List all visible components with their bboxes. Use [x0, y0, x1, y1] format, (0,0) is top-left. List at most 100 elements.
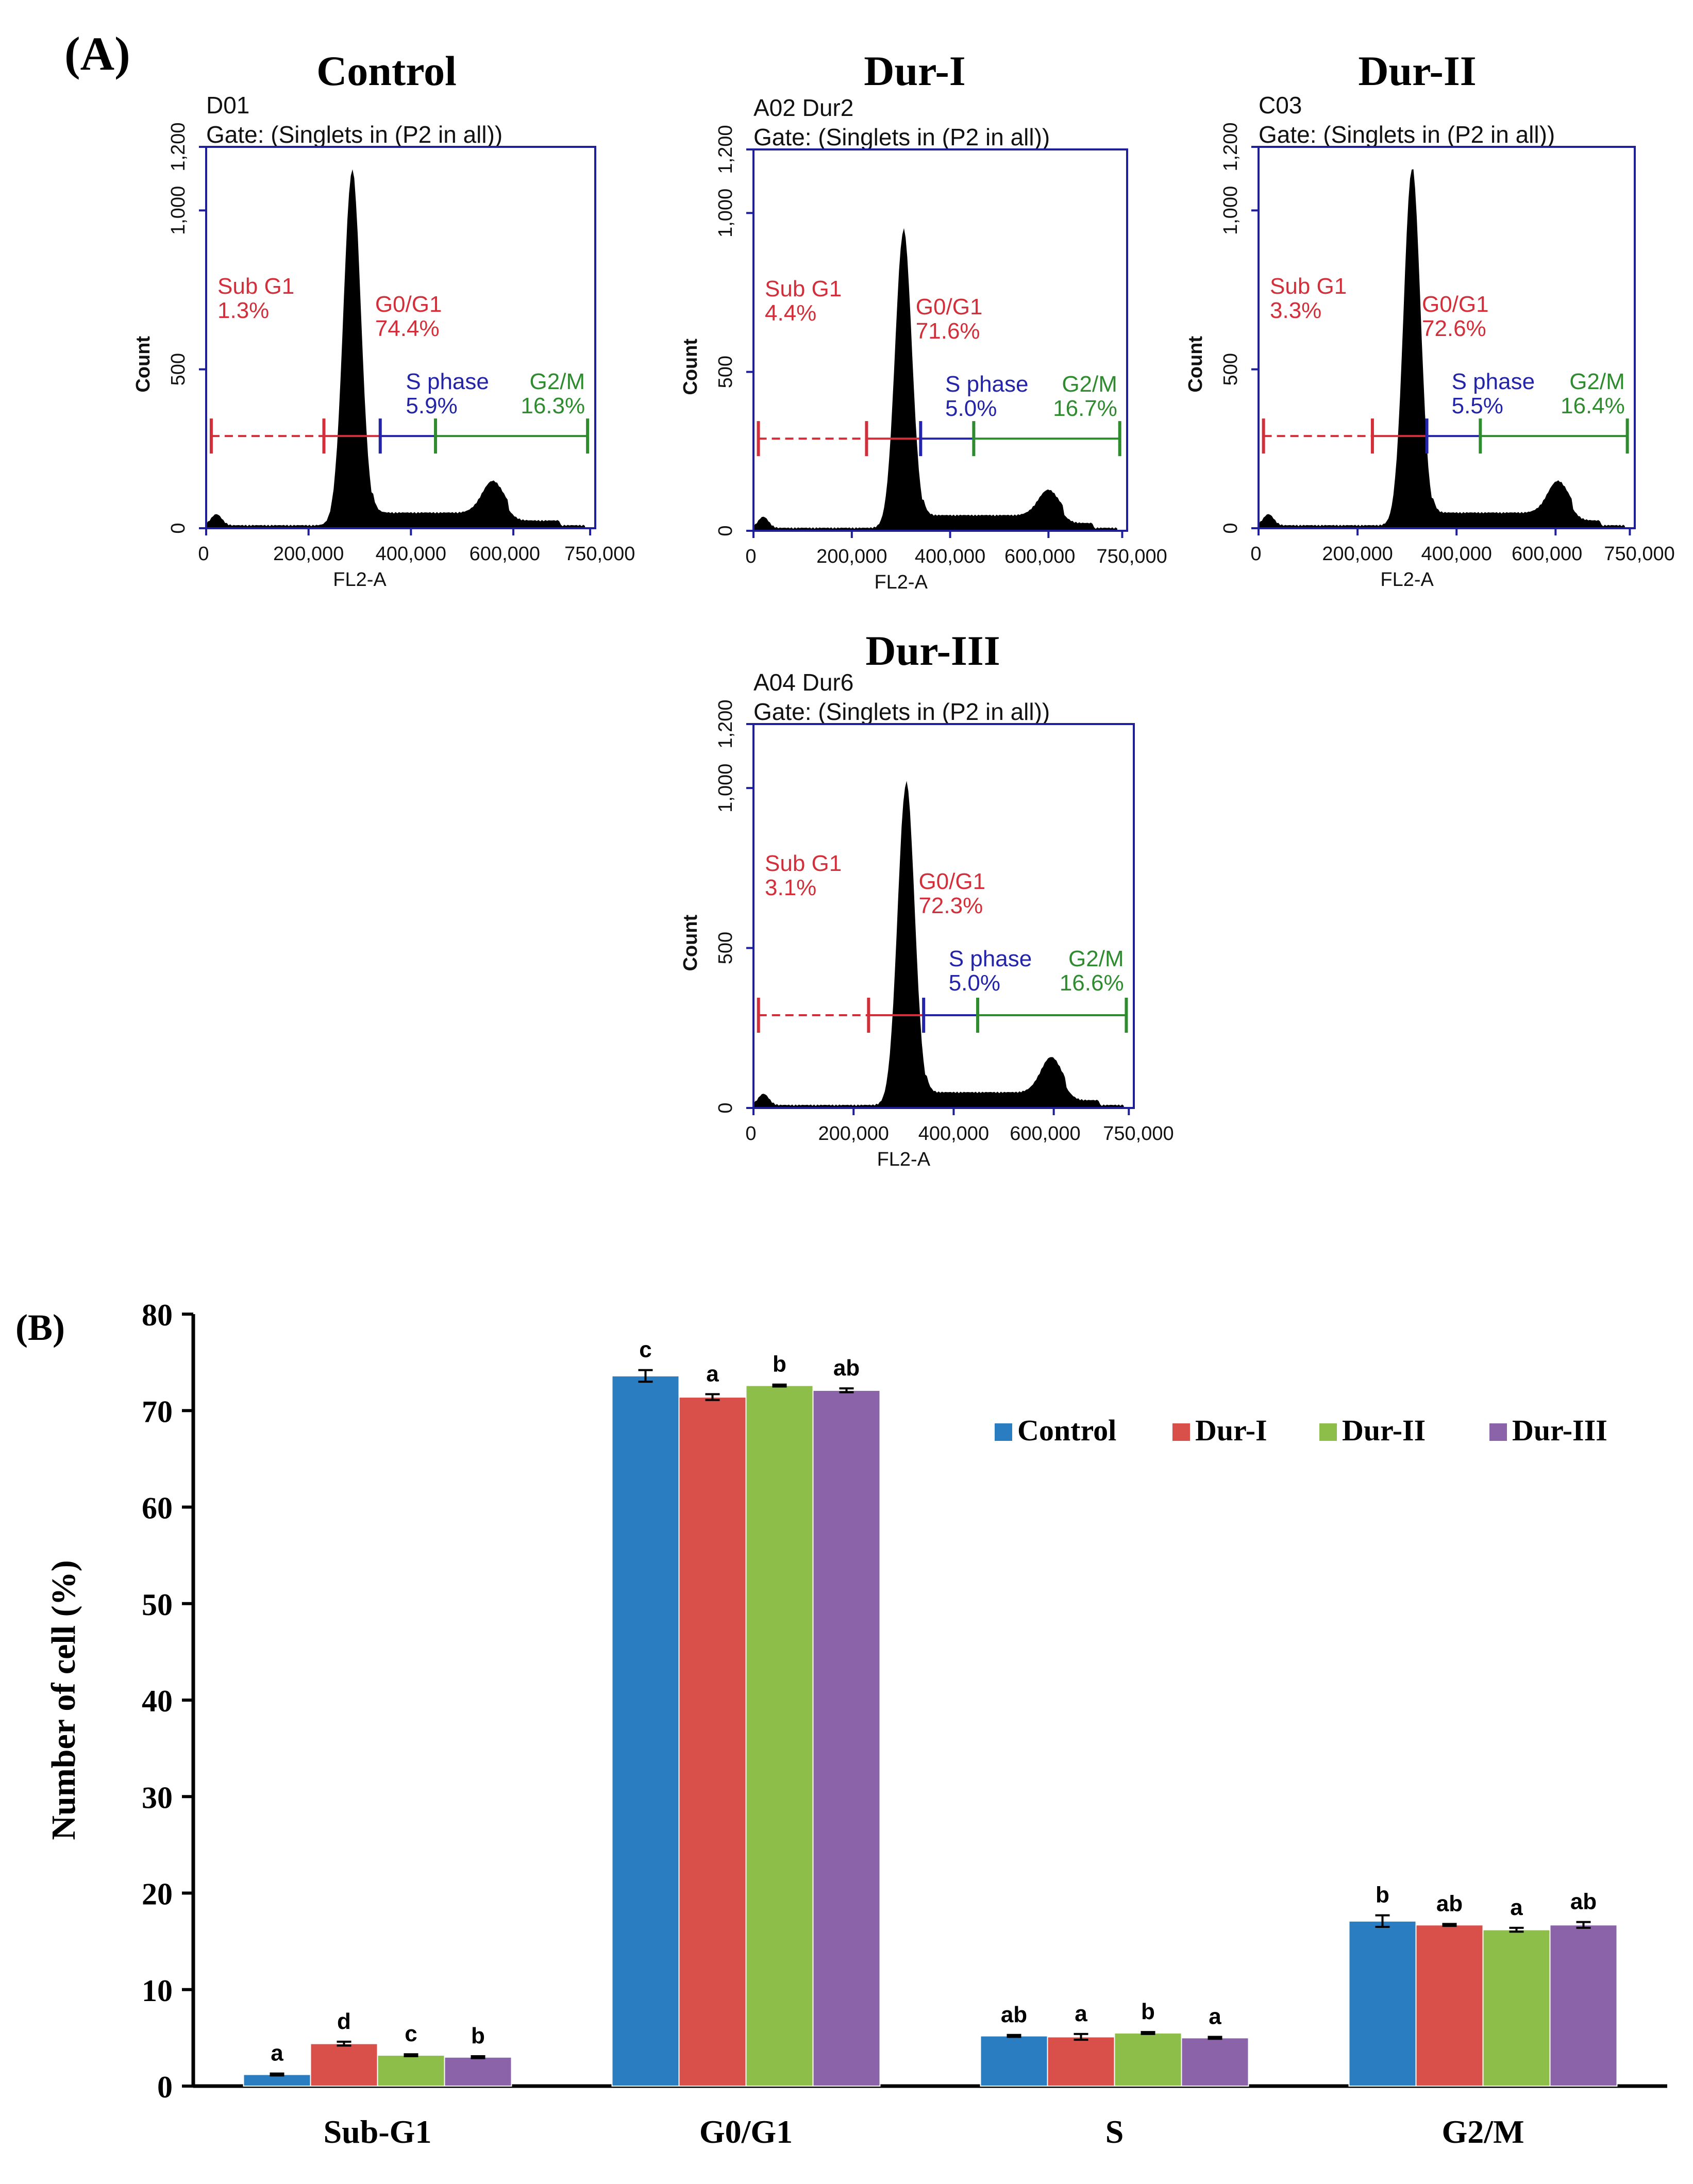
subg1-label: Sub G1 — [765, 276, 842, 301]
legend-swatch — [1172, 1423, 1190, 1441]
g2m-label: G2/M — [1569, 369, 1625, 394]
gate-label: Gate: (Singlets in (P2 in all)) — [1259, 121, 1555, 148]
g2m-label: G2/M — [1062, 372, 1117, 397]
panel-b-label: (B) — [15, 1307, 65, 1348]
bar-y-tick-label: 10 — [142, 1974, 173, 2008]
y-tick-label: 1,000 — [1220, 186, 1242, 235]
significance-letter: a — [1209, 2004, 1221, 2029]
significance-letter: b — [773, 1352, 786, 1377]
subg1-percent: 1.3% — [217, 298, 269, 323]
x-tick-label: 600,000 — [1512, 543, 1582, 565]
x-tick-label: 200,000 — [816, 546, 887, 567]
x-tick-label: 400,000 — [376, 543, 446, 565]
g0g1-percent: 74.4% — [375, 316, 440, 341]
x-tick-label: 600,000 — [1010, 1123, 1080, 1145]
x-axis-label: FL2-A — [877, 1149, 931, 1170]
bar-dur-i-1 — [678, 1397, 747, 2087]
subg1-label: Sub G1 — [1270, 274, 1347, 299]
subg1-percent: 3.1% — [765, 875, 816, 900]
y-tick-label: 500 — [1220, 353, 1242, 385]
legend-label: Control — [1017, 1414, 1116, 1447]
s-phase-percent: 5.5% — [1452, 393, 1503, 418]
category-label: Sub-G1 — [324, 2113, 432, 2150]
g0g1-label: G0/G1 — [916, 294, 983, 320]
y-tick-label: 0 — [715, 525, 736, 536]
significance-letter: b — [471, 2023, 485, 2048]
y-tick-label: 0 — [1220, 523, 1242, 533]
legend-swatch — [995, 1423, 1012, 1441]
g0g1-percent: 72.6% — [1422, 316, 1486, 341]
panel-a-label: (A) — [64, 27, 130, 80]
g0g1-percent: 71.6% — [916, 318, 980, 344]
g2m-percent: 16.7% — [1053, 396, 1117, 421]
x-tick-label: 200,000 — [818, 1123, 889, 1145]
bar-y-tick-label: 70 — [142, 1395, 173, 1429]
bar-dur-ii-3 — [1482, 1929, 1551, 2087]
significance-letter: c — [405, 2021, 417, 2046]
s-phase-label: S phase — [1452, 369, 1535, 394]
s-phase-label: S phase — [949, 946, 1032, 971]
bar-dur-i-0 — [310, 2043, 378, 2087]
significance-letter: ab — [833, 1355, 860, 1381]
s-phase-label: S phase — [406, 369, 489, 394]
x-tick-label: 750,000 — [1103, 1123, 1174, 1145]
y-tick-label: 1,000 — [715, 189, 736, 238]
x-axis-label: FL2-A — [333, 569, 387, 591]
g2m-label: G2/M — [1068, 946, 1124, 971]
gate-label: Gate: (Singlets in (P2 in all)) — [753, 698, 1050, 725]
x-tick-label: 400,000 — [915, 546, 985, 567]
g2m-label: G2/M — [530, 369, 585, 394]
x-axis-label: FL2-A — [874, 572, 928, 593]
y-tick-label: 500 — [715, 932, 736, 964]
legend-swatch — [1489, 1423, 1507, 1441]
bar-chart: 0 10 20 30 40 50 60 70 80 Number of cell (%) a d c b S… — [45, 1298, 1667, 2150]
legend-item-dur-iii: Dur-III — [1489, 1414, 1607, 1447]
y-tick-label: 1,000 — [715, 764, 736, 813]
histogram-title: Dur-III — [865, 627, 1000, 674]
significance-letter: ab — [1436, 1891, 1463, 1916]
legend-label: Dur-III — [1512, 1414, 1607, 1447]
subg1-percent: 3.3% — [1270, 298, 1321, 323]
bar-dur-ii-1 — [745, 1385, 814, 2087]
g0g1-label: G0/G1 — [375, 292, 442, 317]
y-axis-label: Count — [1185, 336, 1206, 393]
legend-swatch — [1319, 1423, 1337, 1441]
x-tick-label: 600,000 — [1004, 546, 1075, 567]
bar-dur-iii-0 — [444, 2056, 512, 2087]
s-phase-percent: 5.0% — [945, 396, 997, 421]
s-phase-percent: 5.0% — [949, 970, 1000, 996]
significance-letter: a — [1075, 2001, 1087, 2026]
plot-frame — [1258, 146, 1636, 529]
sample-label: A04 Dur6 — [753, 669, 853, 696]
bar-y-axis-label: Number of cell (%) — [45, 1560, 82, 1840]
histogram-title: Dur-I — [864, 47, 965, 94]
sample-label: C03 — [1259, 92, 1302, 119]
significance-letter: ab — [1570, 1889, 1597, 1914]
bar-y-tick-label: 50 — [142, 1588, 173, 1622]
histogram-title: Control — [316, 47, 457, 94]
gate-label: Gate: (Singlets in (P2 in all)) — [206, 121, 502, 148]
x-tick-label: 400,000 — [918, 1123, 989, 1145]
x-axis-label: FL2-A — [1380, 569, 1434, 591]
plot-frame — [752, 723, 1135, 1109]
y-axis-label: Count — [680, 339, 701, 395]
bar-dur-iii-3 — [1549, 1924, 1618, 2087]
subg1-label: Sub G1 — [765, 851, 842, 876]
bar-y-tick-label: 30 — [142, 1780, 173, 1815]
bar-dur-iii-2 — [1181, 2037, 1249, 2087]
y-axis-label: Count — [132, 336, 154, 393]
x-tick-label: 200,000 — [1322, 543, 1393, 565]
legend-item-dur-ii: Dur-II — [1319, 1414, 1426, 1447]
x-tick-label: 600,000 — [470, 543, 540, 565]
y-tick-label: 1,200 — [715, 699, 736, 748]
x-tick-label: 750,000 — [1604, 543, 1674, 565]
x-tick-label: 200,000 — [273, 543, 344, 565]
bar-control-1 — [611, 1375, 680, 2087]
significance-letter: d — [337, 2009, 351, 2034]
sample-label: A02 Dur2 — [753, 94, 853, 121]
y-tick-label: 1,200 — [715, 125, 736, 174]
significance-letter: a — [1510, 1895, 1523, 1920]
significance-letter: ab — [1001, 2002, 1027, 2027]
